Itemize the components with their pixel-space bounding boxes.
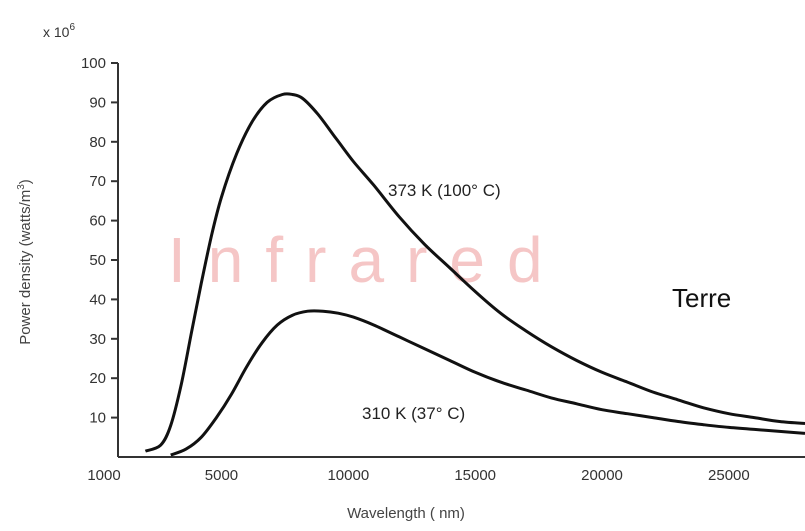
x-tick-label-20000: 20000 (581, 467, 623, 484)
y-tick-label-50: 50 (89, 252, 106, 269)
annotation-310k: 310 K (37° C) (362, 404, 465, 423)
y-tick-label-90: 90 (89, 94, 106, 111)
x-tick-label-25000: 25000 (708, 467, 750, 484)
y-tick-label-20: 20 (89, 370, 106, 387)
terre-label: Terre (672, 283, 731, 313)
y-multiplier-label: x 106 (43, 22, 75, 40)
x-tick-label-5000: 5000 (205, 467, 238, 484)
y-tick-label-30: 30 (89, 331, 106, 348)
y-axis-title: Power density (watts/m3) (16, 179, 34, 345)
x-tick-label-15000: 15000 (454, 467, 496, 484)
y-tick-label-80: 80 (89, 134, 106, 151)
x-tick-label-10000: 10000 (327, 467, 369, 484)
y-tick-label-10: 10 (89, 410, 106, 427)
x-axis-title: Wavelength ( nm) (347, 505, 465, 522)
x-tick-label-1000: 1000 (87, 467, 120, 484)
annotation-373k: 373 K (100° C) (388, 181, 501, 200)
y-tick-label-100: 100 (81, 55, 106, 72)
y-tick-label-70: 70 (89, 173, 106, 190)
y-tick-label-60: 60 (89, 213, 106, 230)
series-line-310k (170, 309, 805, 457)
series-line-373k (144, 92, 805, 453)
infrared-watermark: Infrared (168, 224, 565, 296)
y-tick-label-40: 40 (89, 291, 106, 308)
